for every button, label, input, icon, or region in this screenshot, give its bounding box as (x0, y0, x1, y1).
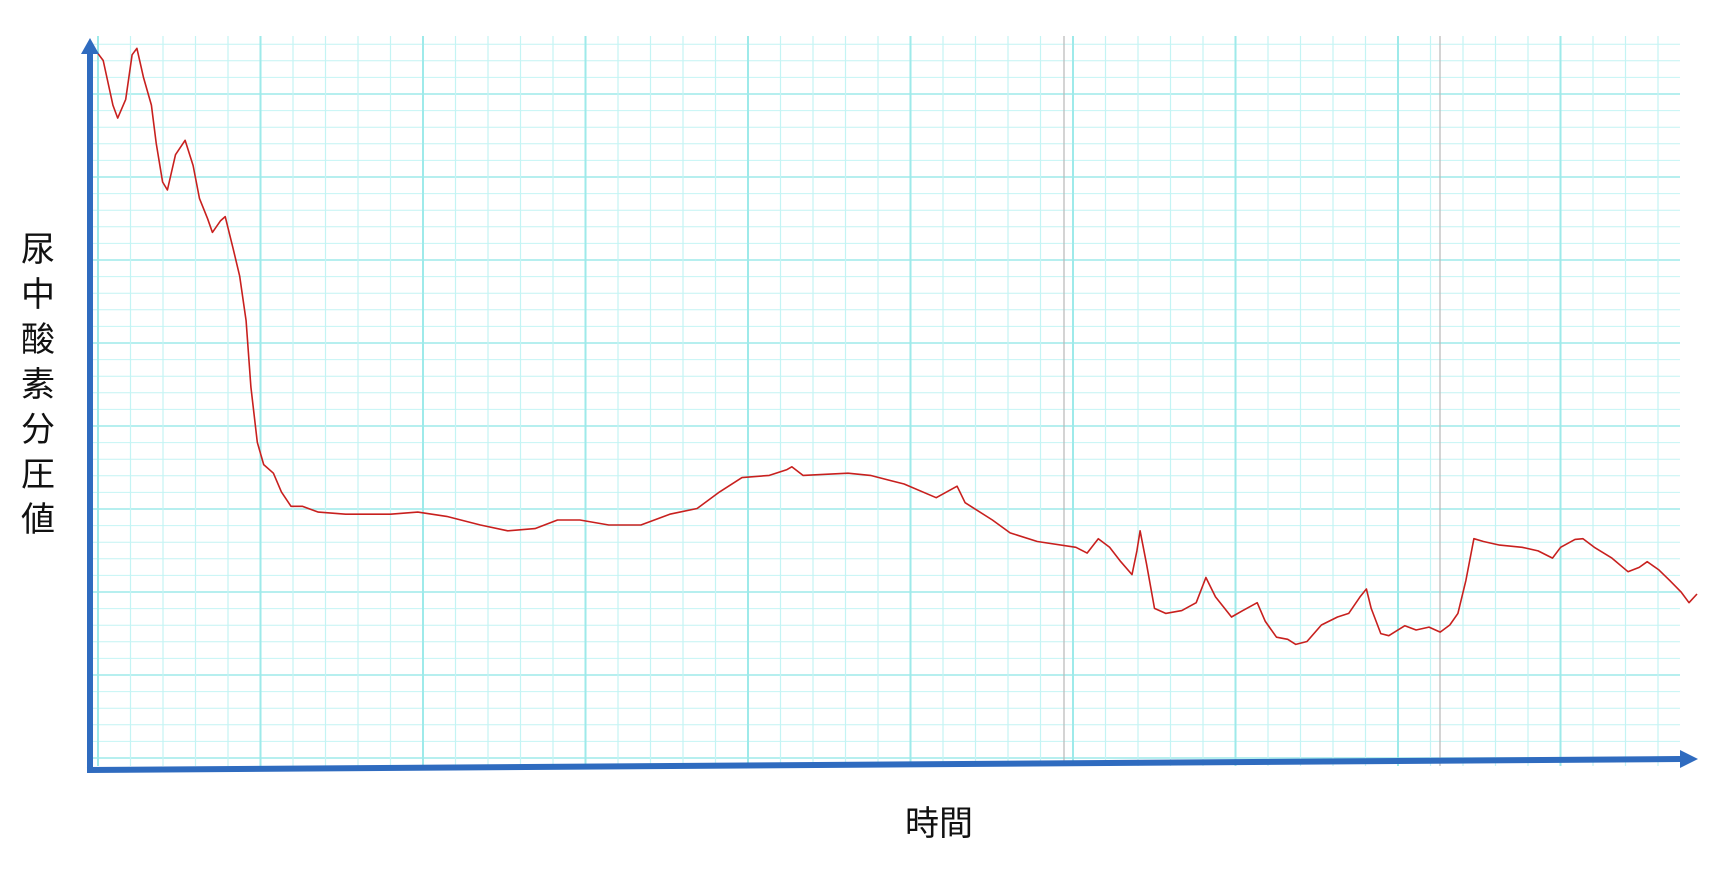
axes (81, 38, 1698, 773)
y-axis-label-char: 尿 (21, 230, 55, 270)
y-axis-label: 尿中酸素分圧値 (18, 228, 58, 543)
x-axis-arrow-icon (1680, 750, 1698, 768)
y-axis-label-char: 酸 (21, 320, 55, 360)
y-axis-label-char: 圧 (21, 455, 55, 495)
grid (92, 36, 1680, 766)
x-axis (86, 756, 1681, 773)
y-axis-label-char: 素 (21, 365, 55, 405)
y-axis-label-char: 分 (21, 410, 55, 450)
y-axis-label-char: 中 (21, 275, 55, 315)
series-line (94, 47, 1698, 646)
x-axis-label: 時間 (905, 804, 973, 844)
y-axis-arrow-icon (81, 38, 99, 54)
y-axis-label-char: 値 (21, 500, 55, 540)
